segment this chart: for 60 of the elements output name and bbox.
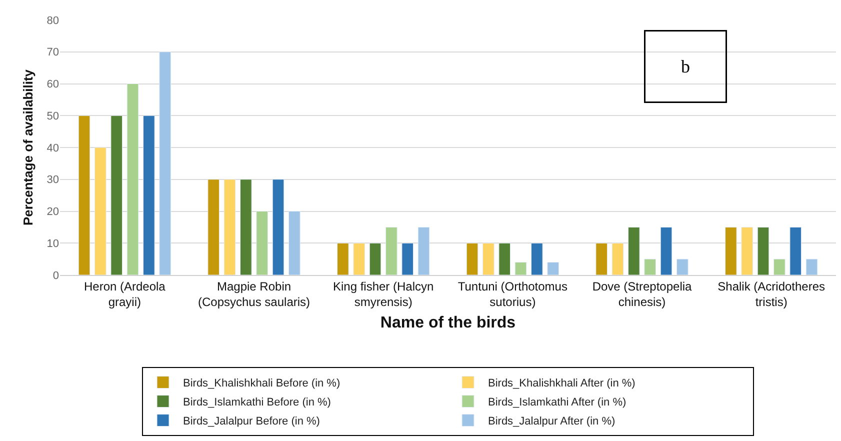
y-tick-label: 70	[46, 46, 59, 59]
bar	[741, 226, 753, 275]
bar	[288, 211, 300, 275]
y-tick-label: 40	[46, 142, 59, 154]
bar	[482, 242, 494, 275]
bar	[126, 84, 139, 275]
bar	[386, 226, 398, 275]
bar	[596, 242, 608, 275]
bar	[224, 179, 236, 275]
bar	[143, 115, 155, 275]
bar	[660, 226, 672, 275]
bar	[531, 242, 543, 275]
y-tick-label: 20	[46, 206, 59, 218]
annotation: b	[681, 56, 690, 76]
legend-label: Birds_Jalalpur Before (in %)	[183, 416, 320, 428]
bar	[806, 258, 818, 275]
x-tick-label: Shalik (Acridotheres tristis)	[718, 279, 826, 309]
legend-label: Birds_Islamkathi Before (in %)	[183, 396, 331, 409]
x-tick-label: Tuntuni (Orthotomus sutorius)	[458, 279, 568, 309]
bar	[498, 242, 510, 275]
legend-label: Birds_Islamkathi After (in %)	[488, 396, 626, 409]
bar	[466, 242, 478, 275]
bar	[272, 179, 284, 275]
bar	[402, 242, 414, 275]
y-axis-title: Percentage of availability	[20, 68, 36, 226]
bar	[628, 226, 640, 275]
bar	[547, 262, 559, 275]
bar	[256, 211, 268, 275]
bar	[774, 258, 786, 275]
x-tick-label: Dove (Streptopelia chinesis)	[592, 279, 692, 309]
bar	[612, 242, 624, 275]
x-tick-label: Magpie Robin (Copsychus saularis)	[198, 279, 310, 309]
bar	[110, 115, 122, 275]
y-tick-label: 10	[46, 238, 59, 250]
bar	[676, 258, 688, 275]
x-tick-label: King fisher (Halcyn smyrensis)	[332, 279, 434, 309]
bar	[369, 242, 382, 275]
x-tick-label: Heron (Ardeola grayii)	[84, 279, 166, 309]
bar	[159, 52, 171, 275]
y-tick-label: 0	[52, 270, 59, 282]
y-tick-label: 60	[46, 78, 59, 91]
x-axis-title: Name of the birds	[380, 314, 516, 332]
y-tick-label: 50	[46, 110, 59, 122]
legend-label: Birds_Jalalpur After (in %)	[488, 416, 616, 428]
bar	[757, 226, 770, 275]
bar	[790, 226, 802, 275]
y-tick-label: 80	[46, 14, 59, 27]
bar	[418, 226, 430, 275]
bar	[208, 179, 220, 275]
bar	[353, 242, 365, 275]
y-tick-label: 30	[46, 174, 59, 186]
legend-label: Birds_Khalishkhali Before (in %)	[183, 378, 340, 390]
bar	[337, 242, 349, 275]
bar	[94, 147, 106, 275]
bar	[725, 226, 737, 275]
bar	[514, 262, 527, 275]
bar	[644, 258, 656, 275]
bar	[78, 115, 90, 275]
legend-label: Birds_Khalishkhali After (in %)	[488, 378, 636, 390]
bar	[240, 179, 252, 275]
